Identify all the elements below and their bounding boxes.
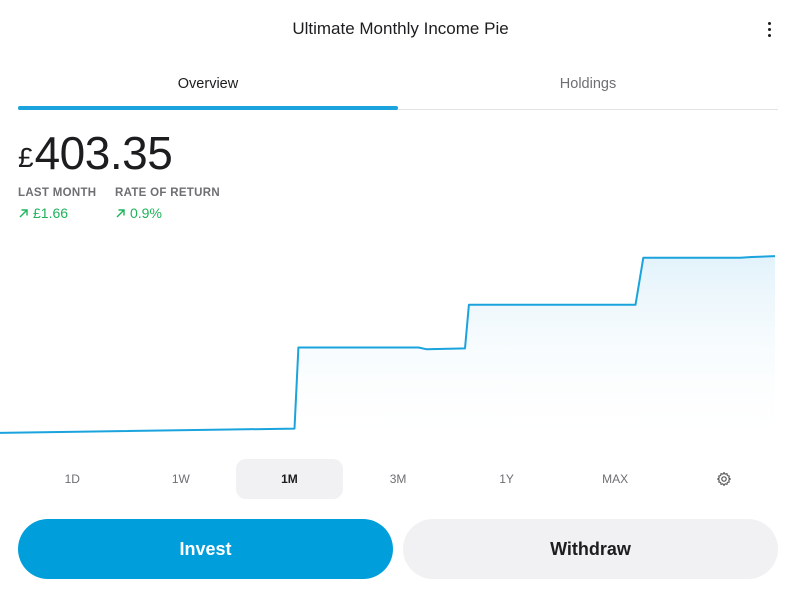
- arrow-up-right-icon: [116, 208, 125, 217]
- more-vertical-icon[interactable]: [759, 17, 779, 41]
- stat-label: LAST MONTH: [18, 187, 97, 199]
- range-1y[interactable]: 1Y: [499, 472, 514, 486]
- arrow-up-right-icon: [19, 208, 28, 217]
- range-1d[interactable]: 1D: [64, 472, 80, 486]
- stat-value-text: £1.66: [33, 205, 69, 221]
- balance: £ 403.35: [18, 127, 173, 179]
- range-1w[interactable]: 1W: [171, 472, 190, 486]
- withdraw-button[interactable]: Withdraw: [403, 519, 778, 579]
- range-1m[interactable]: 1M: [236, 459, 343, 499]
- tab-bar: Overview Holdings: [18, 62, 778, 110]
- stat-value: £1.66: [18, 205, 96, 221]
- stat-label: RATE OF RETURN: [115, 187, 220, 199]
- performance-chart[interactable]: [0, 245, 801, 450]
- header: Ultimate Monthly Income Pie: [0, 0, 801, 58]
- stat-value-text: 0.9%: [130, 205, 162, 221]
- gear-icon-glyph: [716, 471, 731, 487]
- tab-overview[interactable]: Overview: [18, 62, 398, 110]
- range-3m[interactable]: 3M: [389, 472, 407, 486]
- invest-button[interactable]: Invest: [18, 519, 393, 579]
- page-title: Ultimate Monthly Income Pie: [292, 19, 509, 38]
- stat-value: 0.9%: [115, 205, 220, 221]
- range-max[interactable]: MAX: [602, 472, 629, 486]
- chart-area: [0, 256, 775, 450]
- balance-currency: £: [18, 142, 34, 173]
- chart-line: [0, 255, 776, 434]
- stat-last-month: LAST MONTH £1.66: [18, 187, 96, 221]
- gear-icon[interactable]: [670, 459, 777, 499]
- tab-holdings[interactable]: Holdings: [559, 76, 617, 92]
- time-range-selector: 1D 1W 1M 3M 1Y MAX: [18, 459, 778, 499]
- stat-rate-of-return: RATE OF RETURN 0.9%: [115, 187, 220, 221]
- balance-amount: 403.35: [34, 127, 173, 179]
